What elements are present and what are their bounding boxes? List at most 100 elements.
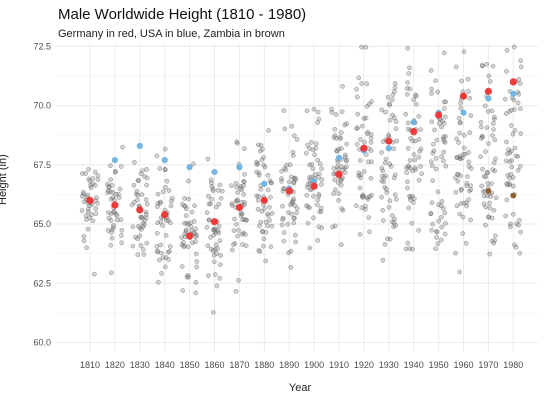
usa-point <box>161 156 168 164</box>
other-country-point <box>265 187 271 193</box>
other-country-point <box>234 221 239 227</box>
other-country-point <box>279 222 285 228</box>
other-country-point <box>212 272 218 277</box>
other-country-point <box>517 81 523 86</box>
other-country-point <box>406 205 412 211</box>
other-country-point <box>457 120 463 126</box>
other-country-point <box>241 183 247 189</box>
other-country-point <box>95 177 101 182</box>
other-country-point <box>338 130 344 135</box>
other-country-point <box>403 111 409 117</box>
other-country-point <box>354 86 359 92</box>
other-country-point <box>119 240 124 246</box>
germany-point <box>161 210 169 219</box>
other-country-point <box>369 99 374 104</box>
other-country-point <box>458 100 463 106</box>
other-country-point <box>340 83 345 89</box>
other-country-point <box>503 213 509 219</box>
other-country-point <box>144 201 150 207</box>
other-country-point <box>269 223 275 229</box>
other-country-point <box>513 244 519 250</box>
other-country-point <box>205 243 211 249</box>
other-country-point <box>438 203 444 208</box>
other-country-point <box>360 194 365 200</box>
other-country-point <box>210 188 216 194</box>
other-country-point <box>154 244 160 249</box>
other-country-point <box>241 179 247 185</box>
other-country-point <box>485 170 491 175</box>
other-country-point <box>441 138 447 144</box>
other-country-point <box>354 141 360 147</box>
other-country-point <box>518 229 523 235</box>
other-country-point <box>139 192 145 197</box>
other-country-point <box>204 210 210 215</box>
other-country-point <box>468 113 474 118</box>
other-country-point <box>229 203 235 208</box>
other-country-point <box>332 187 338 193</box>
other-country-point <box>258 219 264 225</box>
other-country-point <box>379 194 384 200</box>
other-country-point <box>433 166 439 172</box>
other-country-point <box>479 63 485 68</box>
other-country-point <box>380 207 386 213</box>
other-country-point <box>304 108 310 114</box>
other-country-point <box>216 223 222 229</box>
other-country-point <box>115 217 120 223</box>
other-country-point <box>441 99 447 105</box>
other-country-point <box>405 45 410 51</box>
other-country-point <box>263 219 269 225</box>
other-country-point <box>259 146 265 152</box>
other-country-point <box>344 141 349 147</box>
other-country-point <box>390 92 396 98</box>
other-country-point <box>493 195 499 201</box>
y-tick-label: 70.0 <box>33 101 51 111</box>
other-country-point <box>433 78 438 84</box>
other-country-point <box>406 71 412 76</box>
x-tick-label: 1960 <box>453 360 473 370</box>
other-country-point <box>315 238 321 243</box>
other-country-point <box>441 158 446 164</box>
other-country-point <box>81 191 86 197</box>
other-country-point <box>491 160 497 166</box>
other-country-point <box>492 114 497 120</box>
other-country-point <box>455 178 461 184</box>
x-tick-label: 1820 <box>105 360 125 370</box>
other-country-point <box>418 127 423 132</box>
other-country-point <box>483 149 488 154</box>
other-country-point <box>113 192 119 197</box>
other-country-point <box>380 168 386 174</box>
other-country-point <box>287 162 293 167</box>
other-country-point <box>405 92 410 97</box>
other-country-point <box>167 244 173 249</box>
x-tick-label: 1920 <box>354 360 374 370</box>
other-country-point <box>405 146 411 151</box>
other-country-point <box>429 119 435 125</box>
x-tick-label: 1810 <box>80 360 100 370</box>
other-country-point <box>509 164 515 170</box>
other-country-point <box>305 220 311 226</box>
other-country-point <box>83 213 89 219</box>
other-country-point <box>487 205 493 211</box>
other-country-point <box>458 187 464 193</box>
other-country-point <box>79 208 85 213</box>
usa-point <box>410 119 417 126</box>
other-country-point <box>486 141 491 146</box>
other-country-point <box>434 229 440 235</box>
other-country-point <box>156 279 161 285</box>
other-country-point <box>442 231 448 237</box>
other-country-point <box>185 244 191 250</box>
other-country-point <box>393 196 399 202</box>
other-country-point <box>356 75 362 81</box>
other-country-point <box>439 224 445 230</box>
other-country-point <box>386 101 392 107</box>
other-country-point <box>186 178 191 184</box>
other-country-point <box>358 172 364 178</box>
other-country-point <box>353 203 359 208</box>
other-country-point <box>485 181 491 186</box>
other-country-point <box>439 198 445 204</box>
other-country-point <box>453 64 459 70</box>
other-country-point <box>478 119 484 125</box>
other-country-point <box>289 201 295 207</box>
other-country-point <box>408 135 414 141</box>
other-country-point <box>135 252 141 257</box>
